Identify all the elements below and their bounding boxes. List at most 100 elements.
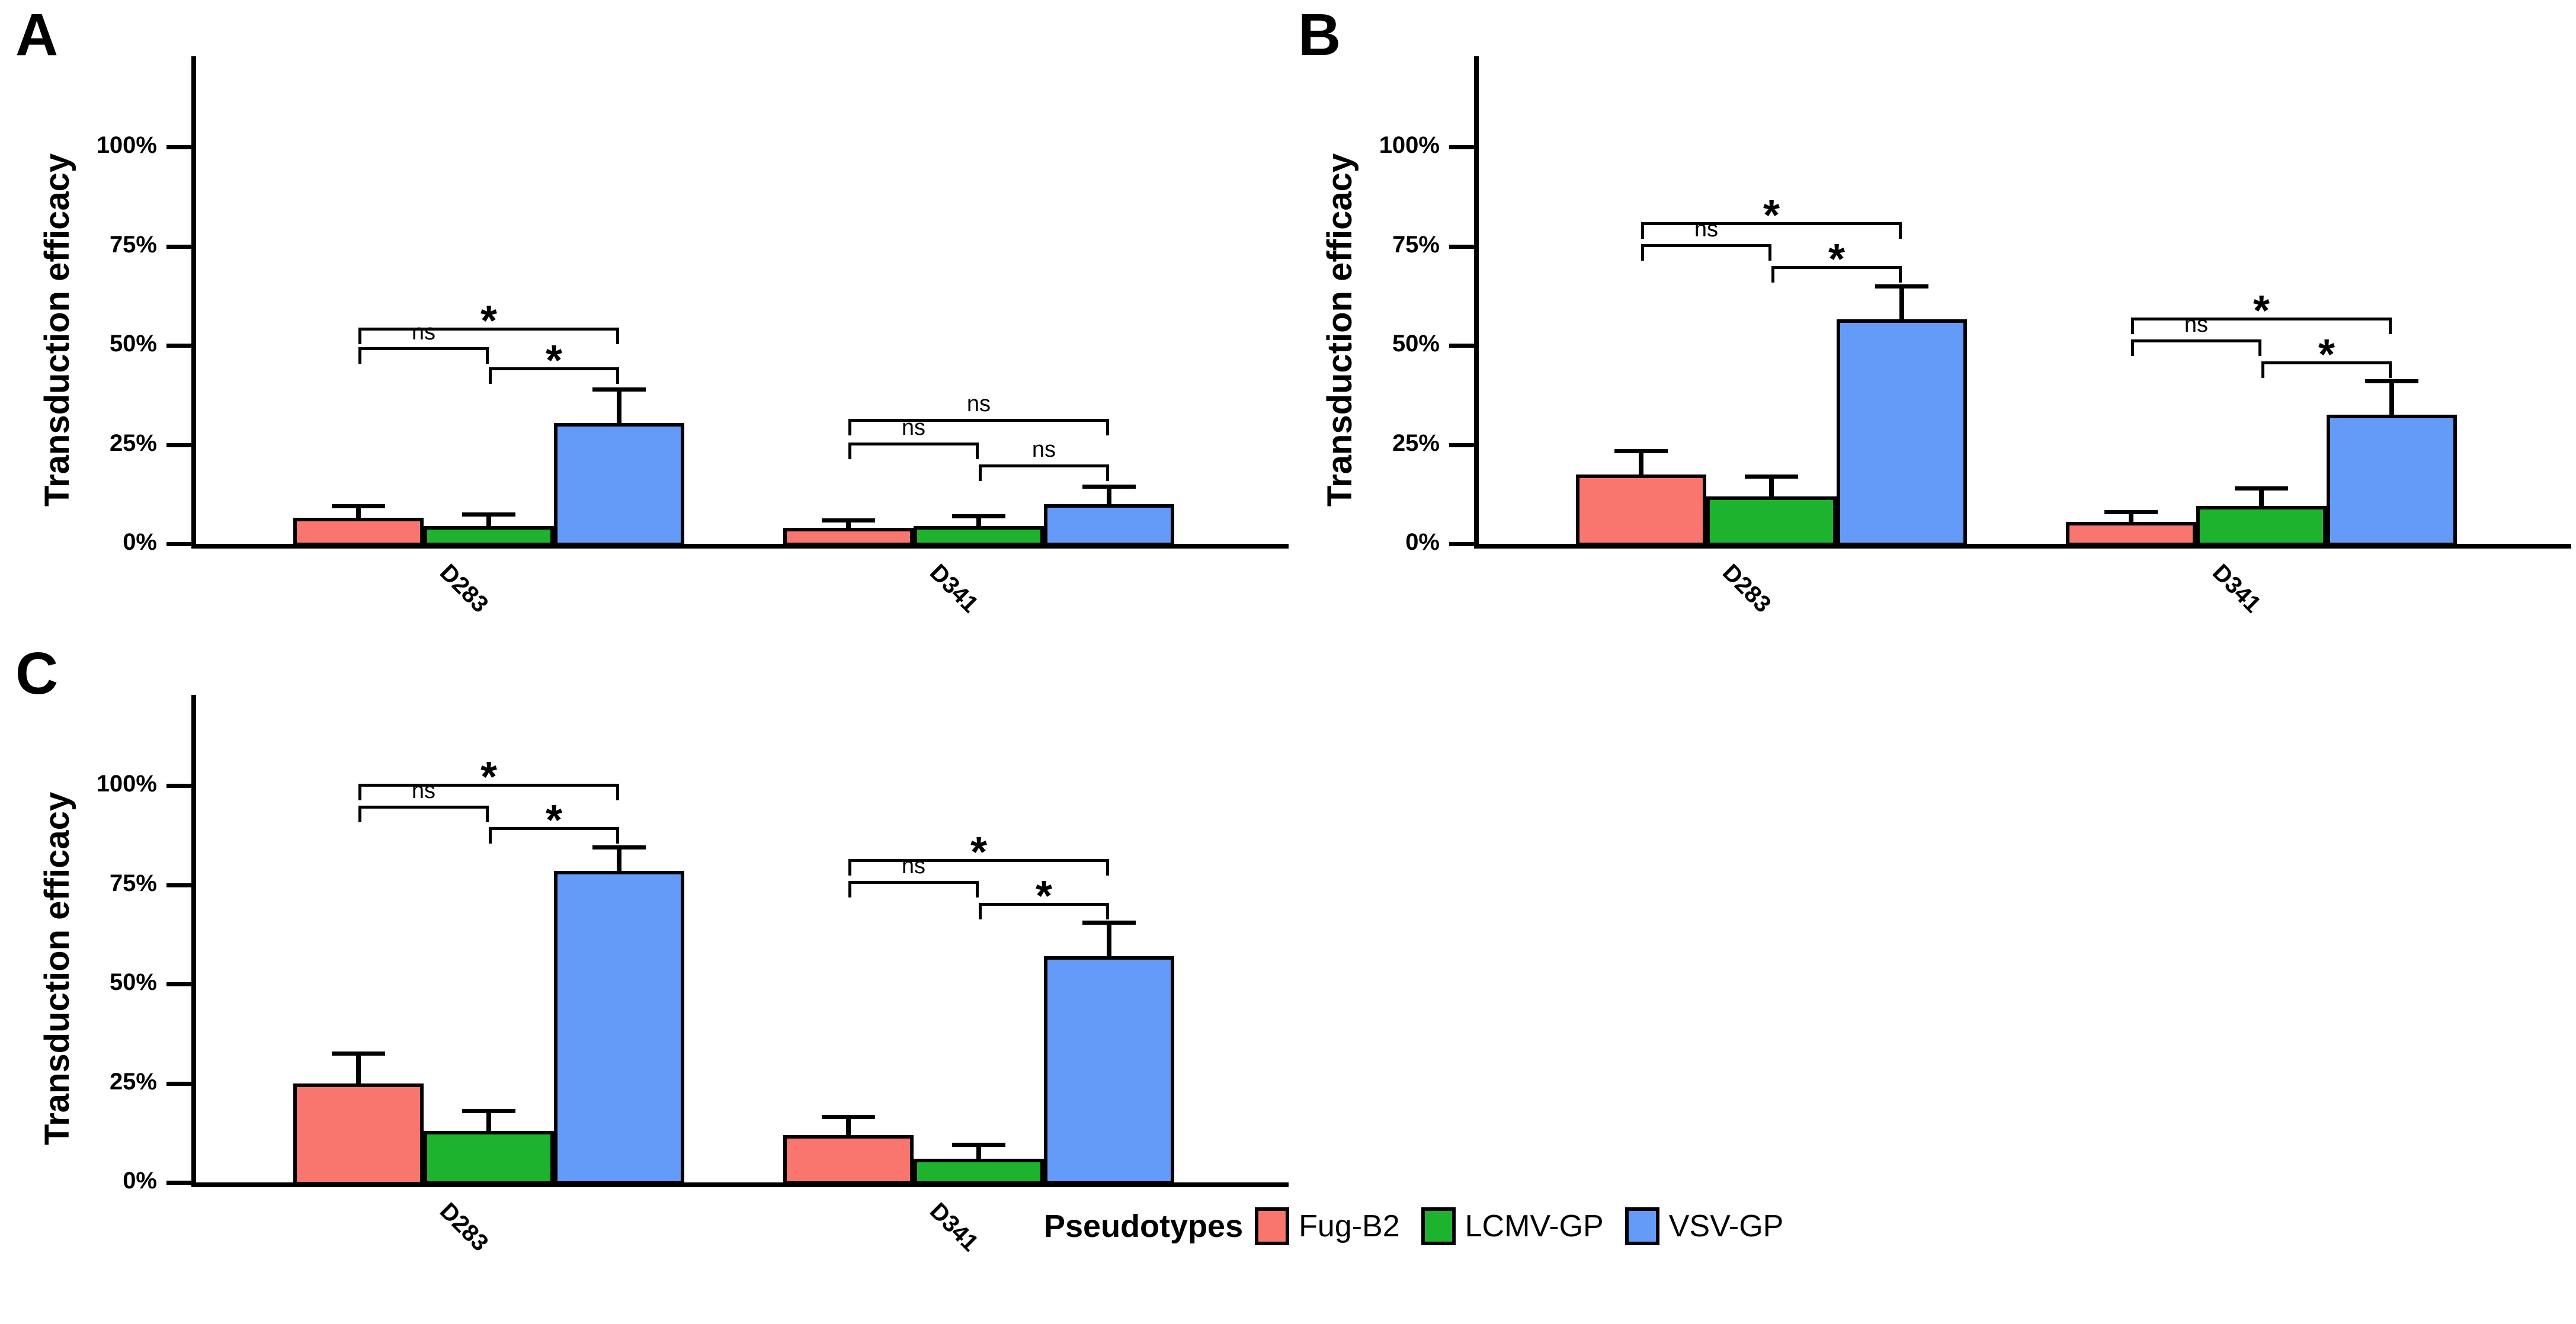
sig-bracket-end (1899, 222, 1902, 239)
sig-bracket-line (1641, 222, 1902, 225)
bar-vsv-gp-d283 (1837, 319, 1967, 546)
sig-label: ns (1031, 437, 1056, 462)
sig-bracket-end (358, 806, 361, 822)
y-tick-mark (166, 1181, 194, 1185)
sig-bracket-line (489, 827, 619, 830)
sig-bracket-end (486, 806, 489, 822)
y-tick-mark (166, 784, 194, 788)
error-bar-stem (356, 506, 361, 520)
x-axis-line (191, 544, 1289, 549)
bar-vsv-gp-d283 (554, 871, 684, 1185)
y-tick-label: 0% (123, 529, 157, 555)
sig-bracket-line (848, 859, 1109, 862)
sig-bracket-end (616, 827, 619, 844)
sig-bracket-end (358, 784, 361, 800)
y-tick-label: 25% (109, 1069, 157, 1095)
y-tick-mark (166, 883, 194, 887)
sig-bracket-end (848, 859, 851, 876)
sig-bracket-line (2261, 361, 2392, 364)
bar-fug-b2-d283 (293, 518, 424, 546)
sig-bracket-line (358, 328, 619, 331)
error-bar-cap (592, 845, 646, 849)
sig-label: ns (2184, 312, 2209, 337)
error-bar-cap (952, 514, 1005, 518)
error-bar-cap (1745, 475, 1798, 479)
sig-label: * (1763, 192, 1780, 239)
error-bar-stem (617, 389, 621, 425)
error-bar-stem (617, 847, 621, 873)
bar-lcmv-gp-d341 (914, 1159, 1044, 1185)
sig-bracket-end (358, 347, 361, 364)
y-tick-label: 75% (109, 232, 157, 258)
bar-fug-b2-d283 (1576, 475, 1706, 546)
error-bar-stem (1639, 451, 1643, 476)
sig-label: ns (966, 392, 991, 416)
legend-label-fug-b2: Fug-B2 (1299, 1209, 1400, 1243)
bar-vsv-gp-d341 (1044, 504, 1174, 546)
sig-bracket-end (616, 784, 619, 800)
y-tick-mark (166, 542, 194, 546)
error-bar-cap (1082, 921, 1136, 925)
x-axis-label-d283: D283 (434, 559, 494, 618)
sig-bracket-end (616, 328, 619, 344)
x-axis-line (191, 1182, 1289, 1187)
sig-bracket-line (848, 419, 1109, 422)
sig-label: ns (901, 854, 926, 879)
sig-bracket-end (1106, 859, 1109, 876)
x-axis-label-d341: D341 (924, 1198, 983, 1256)
sig-bracket-end (358, 328, 361, 344)
sig-bracket-end (616, 367, 619, 384)
bar-fug-b2-d341 (2066, 522, 2196, 546)
sig-bracket-end (2389, 361, 2392, 378)
bar-lcmv-gp-d283 (1706, 496, 1837, 546)
error-bar-cap (2104, 510, 2158, 514)
sig-bracket-end (489, 367, 492, 384)
figure-canvas: A Transduction efficacy 0% 25% 50% 75% 100% D28… (15, 2, 2571, 1256)
error-bar-stem (486, 514, 491, 528)
sig-bracket-end (1106, 903, 1109, 919)
sig-bracket-end (1641, 222, 1644, 239)
legend-swatch-lcmv-gp (1421, 1207, 1456, 1245)
y-axis-line (191, 695, 196, 1187)
sig-bracket-line (2131, 318, 2392, 320)
error-bar-cap (1082, 485, 1136, 489)
sig-bracket-end (489, 827, 492, 844)
y-tick-label: 25% (109, 430, 157, 456)
y-tick-mark (1449, 344, 1476, 348)
sig-bracket-end (2258, 339, 2261, 356)
y-tick-mark (166, 344, 194, 348)
sig-bracket-line (358, 347, 489, 350)
sig-label: * (2318, 331, 2335, 379)
sig-label: * (2253, 287, 2270, 335)
sig-bracket-line (848, 881, 979, 884)
sig-bracket-line (979, 464, 1109, 467)
bar-lcmv-gp-d283 (424, 1131, 554, 1185)
sig-bracket-end (979, 903, 982, 919)
sig-bracket-end (1768, 244, 1771, 261)
sig-bracket-end (848, 419, 851, 435)
sig-bracket-end (848, 881, 851, 897)
error-bar-stem (846, 520, 851, 530)
y-tick-label: 100% (96, 132, 157, 158)
y-tick-label: 100% (1379, 132, 1440, 158)
x-axis-label-d341: D341 (924, 559, 983, 618)
sig-bracket-line (2131, 339, 2261, 342)
error-bar-stem (846, 1117, 851, 1136)
error-bar-stem (486, 1111, 491, 1133)
sig-label: * (1035, 873, 1053, 920)
error-bar-stem (356, 1053, 361, 1085)
bar-lcmv-gp-d341 (914, 526, 1044, 546)
legend-title: Pseudotypes (1044, 1208, 1244, 1244)
error-bar-cap (592, 387, 646, 392)
x-axis-label-d341: D341 (2207, 559, 2266, 618)
y-tick-label: 25% (1392, 430, 1440, 456)
panel-letter-A: A (15, 2, 59, 68)
error-bar-stem (2259, 488, 2264, 508)
sig-bracket-end (2131, 339, 2134, 356)
error-bar-stem (976, 516, 981, 528)
y-tick-mark (166, 443, 194, 447)
sig-bracket-line (489, 367, 619, 370)
sig-label: * (545, 337, 563, 384)
bar-vsv-gp-d283 (554, 423, 684, 546)
y-tick-label: 0% (1405, 529, 1440, 555)
